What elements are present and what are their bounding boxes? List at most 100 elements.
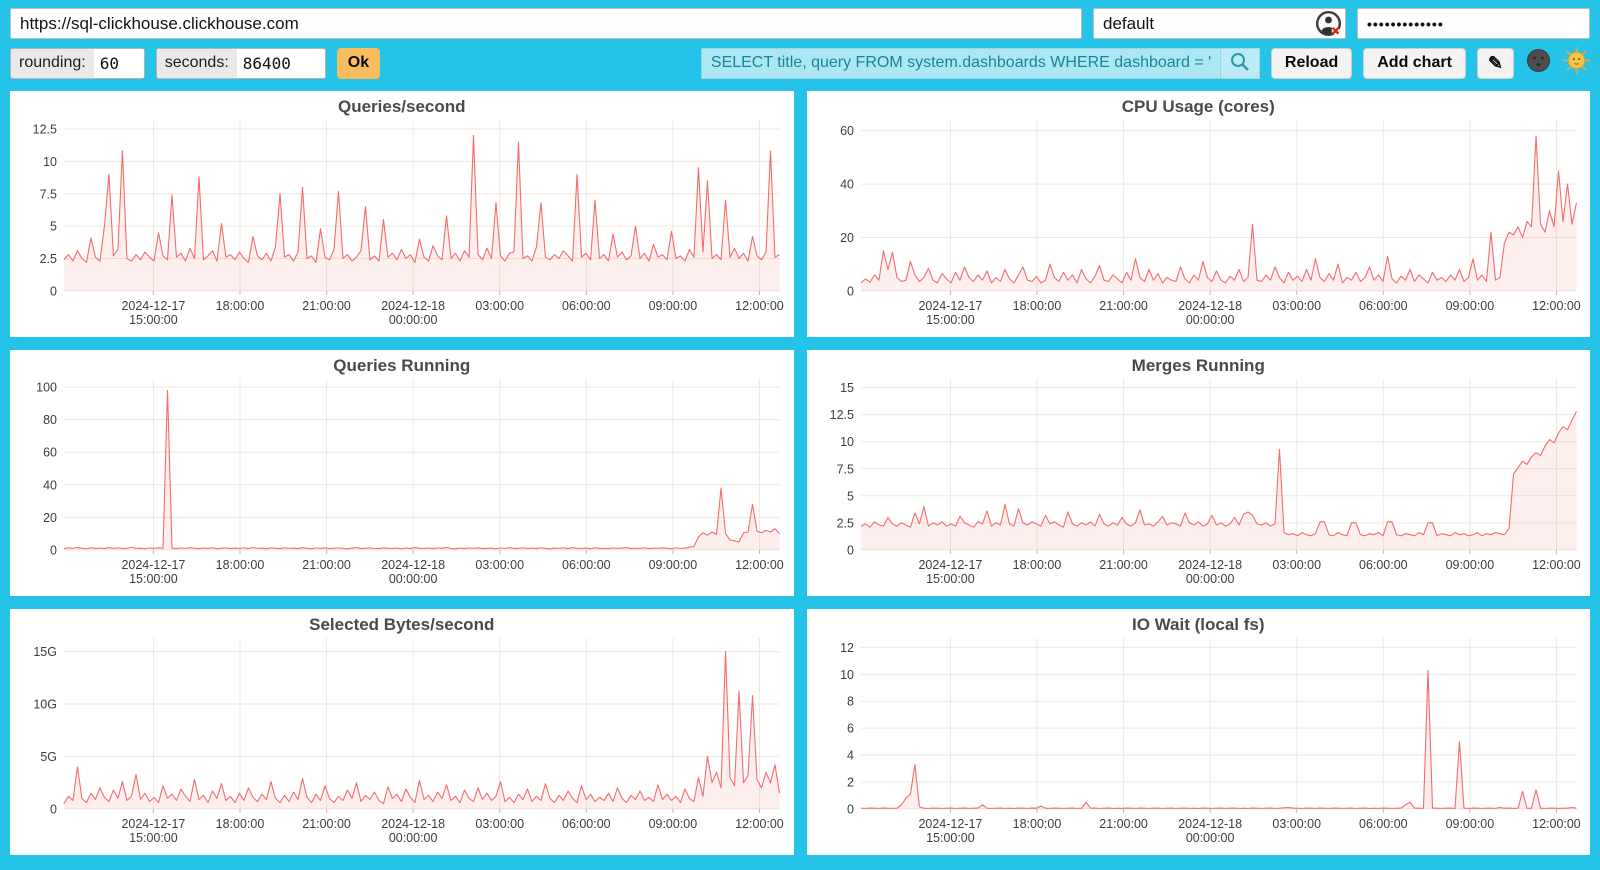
search-button[interactable] [1220,47,1260,79]
svg-text:60: 60 [43,446,57,460]
rounding-input[interactable] [93,48,144,78]
svg-text:0: 0 [847,802,854,816]
svg-text:5G: 5G [40,750,57,764]
chart-title: Queries/second [337,97,466,116]
svg-text:5: 5 [847,489,854,503]
svg-text:0: 0 [847,543,854,557]
svg-text:7.5: 7.5 [40,187,57,201]
svg-text:0: 0 [50,802,57,816]
svg-text:21:00:00: 21:00:00 [1099,299,1148,313]
seconds-field: seconds: [155,47,326,79]
chart-canvas: 0 5G 10G 15G 2024-12-17 15:00:00 18:00:00 21:00… [33,637,784,845]
chart-canvas: 0 20 40 60 2024-12-17 15:00:00 18:00:00 21:00:0… [840,119,1581,327]
svg-text:12: 12 [840,641,854,655]
moon-face-icon [1525,47,1552,79]
svg-text:2.5: 2.5 [40,252,57,266]
svg-text:0: 0 [50,284,57,298]
svg-text:2.5: 2.5 [836,516,853,530]
svg-text:21:00:00: 21:00:00 [302,299,351,313]
charts-grid: Queries/second 0 2.5 5 7.5 10 12.5 2024-12-17 15… [10,91,1590,855]
svg-text:06:00:00: 06:00:00 [562,299,611,313]
seconds-input[interactable] [236,48,325,78]
svg-text:03:00:00: 03:00:00 [475,817,524,831]
svg-text:4: 4 [847,749,854,763]
chart-canvas: 0 20 40 60 80 100 2024-12-17 15:00:00 18:00:00 21… [36,378,784,586]
svg-text:18:00:00: 18:00:00 [216,817,265,831]
svg-text:12:00:00: 12:00:00 [1532,558,1581,572]
svg-text:03:00:00: 03:00:00 [475,299,524,313]
chart-canvas: 0 2.5 5 7.5 10 12.5 15 2024-12-17 15:00:00 18:00:… [829,378,1581,586]
rounding-field: rounding: [10,47,145,79]
svg-text:18:00:00: 18:00:00 [1012,299,1061,313]
svg-text:09:00:00: 09:00:00 [1445,299,1494,313]
svg-text:03:00:00: 03:00:00 [1272,558,1321,572]
control-bar: rounding: seconds: Ok Reload Add chart ✎ [10,46,1591,79]
svg-text:21:00:00: 21:00:00 [302,558,351,572]
ok-button[interactable]: Ok [336,47,381,79]
password-input[interactable] [1357,8,1590,39]
light-theme-toggle[interactable] [1562,46,1591,79]
svg-text:03:00:00: 03:00:00 [1272,817,1321,831]
svg-text:18:00:00: 18:00:00 [216,299,265,313]
user-status-icon[interactable] [1315,10,1342,37]
svg-text:09:00:00: 09:00:00 [1445,817,1494,831]
svg-text:06:00:00: 06:00:00 [562,558,611,572]
svg-text:09:00:00: 09:00:00 [1445,558,1494,572]
svg-text:18:00:00: 18:00:00 [1012,817,1061,831]
svg-text:03:00:00: 03:00:00 [475,558,524,572]
svg-text:10: 10 [840,668,854,682]
svg-text:15G: 15G [33,645,57,659]
add-chart-button[interactable]: Add chart [1363,47,1466,79]
svg-text:09:00:00: 09:00:00 [649,817,698,831]
edit-button[interactable]: ✎ [1476,47,1514,79]
svg-text:6: 6 [847,722,854,736]
svg-text:15: 15 [840,381,854,395]
svg-text:8: 8 [847,695,854,709]
svg-text:12:00:00: 12:00:00 [1532,299,1581,313]
svg-text:06:00:00: 06:00:00 [1359,558,1408,572]
svg-text:80: 80 [43,413,57,427]
magnifier-icon [1229,51,1251,76]
chart-card-5: Selected Bytes/second 0 5G 10G 15G 2024-12-17… [10,609,794,855]
url-input[interactable] [10,8,1082,39]
chart-title: CPU Usage (cores) [1121,97,1275,116]
dark-theme-toggle[interactable] [1525,47,1552,79]
chart-title: Merges Running [1131,356,1265,375]
chart-card-4: Merges Running 0 2.5 5 7.5 10 12.5 15 2024-12-17… [806,350,1590,596]
user-input[interactable] [1093,8,1346,39]
dashboard-query-wrap [700,47,1260,79]
chart-canvas: 0 2.5 5 7.5 10 12.5 2024-12-17 15:00:00 18:00:00… [33,119,784,327]
svg-text:10: 10 [43,155,57,169]
svg-text:06:00:00: 06:00:00 [562,817,611,831]
reload-button[interactable]: Reload [1270,47,1353,79]
rounding-label: rounding: [11,48,94,78]
svg-text:12.5: 12.5 [33,123,57,137]
svg-text:12.5: 12.5 [829,408,853,422]
dashboard-query-input[interactable] [700,47,1221,79]
pencil-icon: ✎ [1487,53,1503,73]
svg-text:06:00:00: 06:00:00 [1359,299,1408,313]
svg-text:20: 20 [43,511,57,525]
svg-text:0: 0 [847,284,854,298]
svg-text:0: 0 [50,543,57,557]
chart-card-6: IO Wait (local fs) 0 2 4 6 8 10 12 2024-12-17 15:… [806,609,1590,855]
svg-text:12:00:00: 12:00:00 [735,299,784,313]
connection-bar [10,8,1590,39]
svg-text:40: 40 [43,478,57,492]
seconds-label: seconds: [156,48,237,78]
svg-text:20: 20 [840,231,854,245]
svg-text:09:00:00: 09:00:00 [649,558,698,572]
svg-text:10: 10 [840,435,854,449]
svg-text:21:00:00: 21:00:00 [1099,817,1148,831]
chart-title: IO Wait (local fs) [1131,615,1265,634]
